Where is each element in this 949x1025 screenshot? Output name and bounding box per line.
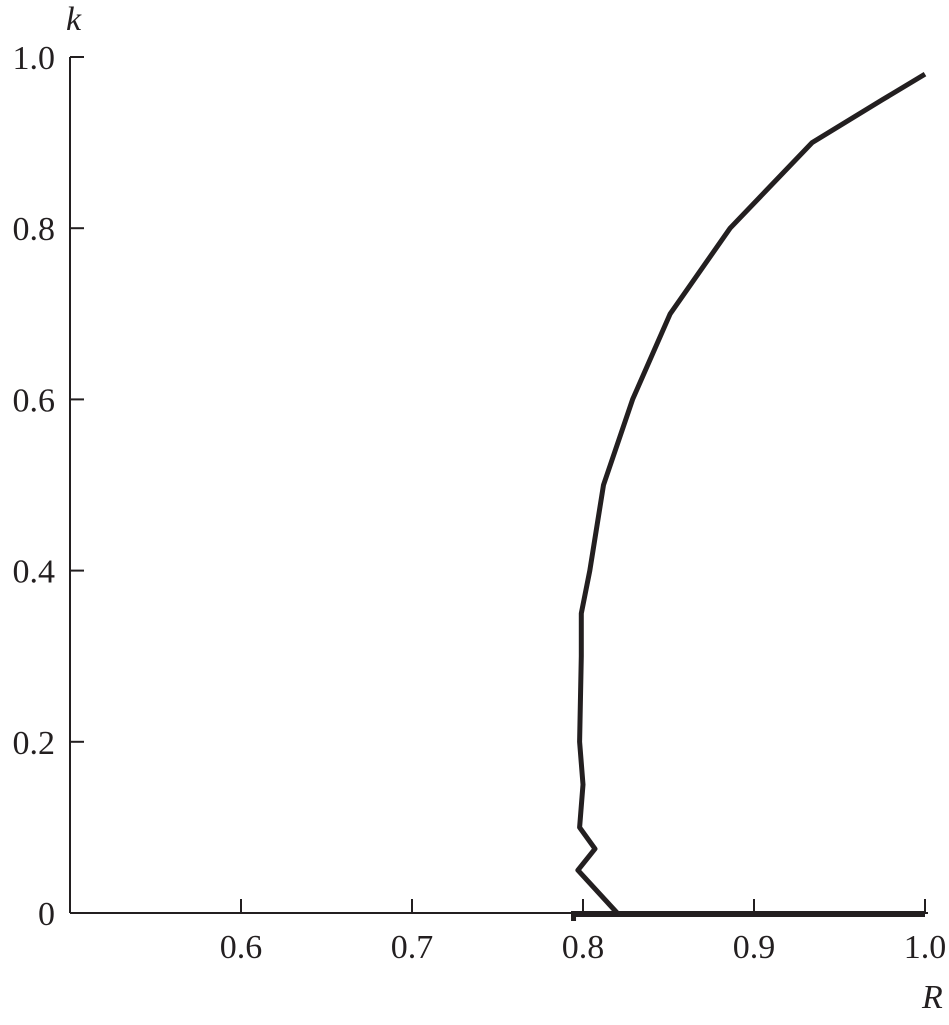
y-tick-label: 0.2 — [13, 725, 56, 762]
x-tick-label: 0.6 — [220, 929, 263, 966]
x-axis-label: R — [921, 979, 943, 1016]
y-tick-label: 0.8 — [13, 211, 56, 248]
x-tick-label: 0.9 — [733, 929, 776, 966]
segment-end-marker — [571, 913, 577, 921]
boundary-curve — [575, 71, 927, 915]
y-tick-label: 0.6 — [13, 382, 56, 419]
y-tick-label: 1.0 — [13, 40, 56, 77]
x-tick-label: 0.7 — [391, 929, 434, 966]
y-tick-label: 0 — [38, 896, 55, 933]
x-tick-label: 1.0 — [904, 929, 947, 966]
x-tick-label: 0.8 — [562, 929, 605, 966]
y-axis-label: k — [66, 1, 82, 38]
y-tick-label: 0.4 — [13, 554, 56, 591]
